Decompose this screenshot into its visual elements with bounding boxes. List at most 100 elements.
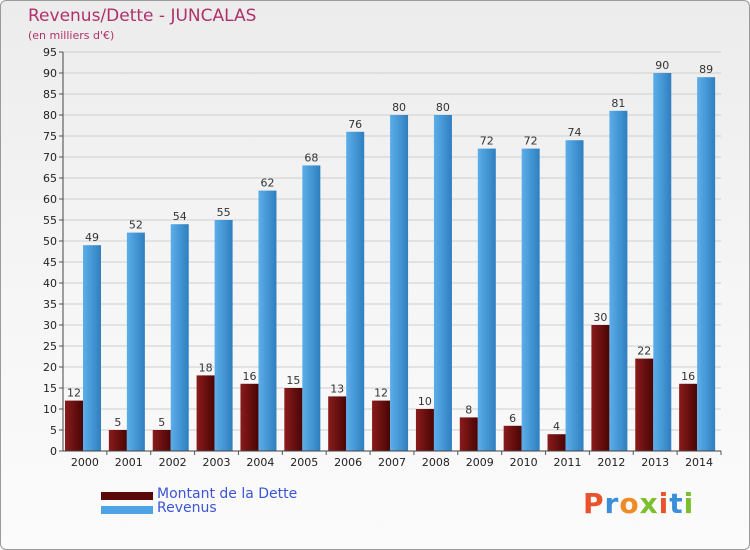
x-tick-label: 2004 xyxy=(246,456,274,469)
y-tick-label: 35 xyxy=(43,298,57,311)
x-tick-label: 2009 xyxy=(466,456,494,469)
logo-letter: P xyxy=(583,487,605,520)
bar-dette xyxy=(415,409,434,451)
bar-dette xyxy=(108,430,127,451)
bar-revenus xyxy=(214,220,233,451)
legend-label-revenus: Revenus xyxy=(157,500,217,516)
bar-dette xyxy=(152,430,171,451)
bar-dette xyxy=(547,434,566,451)
data-label: 89 xyxy=(699,63,713,76)
data-label: 30 xyxy=(593,311,607,324)
data-label: 5 xyxy=(158,416,165,429)
bar-dette xyxy=(65,400,83,451)
x-tick-label: 2012 xyxy=(597,456,625,469)
y-tick-label: 90 xyxy=(43,67,57,80)
x-tick-label: 2003 xyxy=(203,456,231,469)
data-label: 72 xyxy=(480,135,494,148)
bar-revenus xyxy=(477,148,496,451)
data-label: 74 xyxy=(568,126,582,139)
y-tick-label: 45 xyxy=(43,256,57,269)
y-tick-label: 85 xyxy=(43,88,57,101)
bar-revenus xyxy=(565,140,584,451)
x-tick-label: 2011 xyxy=(553,456,581,469)
x-tick-label: 2013 xyxy=(641,456,669,469)
y-tick-label: 65 xyxy=(43,172,57,185)
bar-dette xyxy=(459,417,478,451)
data-label: 12 xyxy=(67,387,81,400)
logo-letter: t xyxy=(669,487,684,520)
bar-revenus xyxy=(609,110,628,452)
y-tick-label: 55 xyxy=(43,214,57,227)
data-label: 12 xyxy=(374,387,388,400)
bar-dette xyxy=(679,383,698,451)
logo-letter: o xyxy=(619,487,640,520)
bar-dette xyxy=(635,358,654,451)
y-tick-label: 50 xyxy=(43,235,57,248)
data-label: 68 xyxy=(304,151,318,164)
bar-revenus xyxy=(521,148,540,451)
x-tick-label: 2007 xyxy=(378,456,406,469)
bar-revenus xyxy=(697,77,716,451)
y-tick-label: 20 xyxy=(43,361,57,374)
data-label: 80 xyxy=(436,101,450,114)
x-tick-label: 2000 xyxy=(71,456,99,469)
data-label: 80 xyxy=(392,101,406,114)
data-label: 49 xyxy=(85,231,99,244)
data-labels: 12 49 5 52 5 54 18 55 16 62 15 68 13 76 12 80 10 80 8 72 6 72… xyxy=(67,59,713,433)
logo-letter: r xyxy=(604,487,620,520)
y-tick-label: 95 xyxy=(43,46,57,59)
y-axis: 0 5 10 15 20 25 30 35 40 45 50 55 60 65 70 75 80 85 90 95 xyxy=(43,46,64,458)
bar-revenus xyxy=(258,190,277,451)
data-label: 81 xyxy=(611,97,625,110)
y-tick-label: 60 xyxy=(43,193,57,206)
y-tick-label: 25 xyxy=(43,340,57,353)
bars xyxy=(65,73,716,452)
data-label: 13 xyxy=(330,382,344,395)
x-tick-label: 2001 xyxy=(115,456,143,469)
data-label: 76 xyxy=(348,118,362,131)
logo-letter: i xyxy=(658,487,670,520)
data-label: 16 xyxy=(681,370,695,383)
legend-label-dette: Montant de la Dette xyxy=(157,486,298,502)
bar-revenus xyxy=(302,165,321,451)
bar-dette xyxy=(372,400,391,451)
data-label: 22 xyxy=(637,345,651,358)
bar-revenus xyxy=(126,232,145,451)
data-label: 62 xyxy=(260,177,274,190)
y-tick-label: 10 xyxy=(43,403,57,416)
data-label: 8 xyxy=(465,403,472,416)
data-label: 90 xyxy=(655,59,669,72)
x-tick-label: 2014 xyxy=(685,456,713,469)
y-tick-label: 5 xyxy=(50,424,57,437)
data-label: 10 xyxy=(418,395,432,408)
x-tick-label: 2006 xyxy=(334,456,362,469)
bar-revenus xyxy=(346,131,365,452)
y-tick-label: 0 xyxy=(50,445,57,458)
chart-subtitle: (en milliers d'€) xyxy=(28,29,115,42)
data-label: 5 xyxy=(114,416,121,429)
bar-revenus xyxy=(390,115,409,451)
logo-letter: i xyxy=(683,487,695,520)
data-label: 54 xyxy=(173,210,187,223)
bar-revenus xyxy=(83,245,101,451)
y-tick-label: 30 xyxy=(43,319,57,332)
x-tick-label: 2008 xyxy=(422,456,450,469)
y-tick-label: 70 xyxy=(43,151,57,164)
bar-dette xyxy=(503,425,522,451)
bar-dette xyxy=(240,383,259,451)
bar-revenus xyxy=(433,115,452,451)
logo-letter: x xyxy=(639,487,659,520)
y-tick-label: 15 xyxy=(43,382,57,395)
bar-dette xyxy=(591,325,610,451)
bar-revenus xyxy=(170,224,189,451)
bar-dette xyxy=(328,396,347,451)
data-label: 52 xyxy=(129,219,143,232)
data-label: 6 xyxy=(509,412,516,425)
proxiti-logo: Proxiti xyxy=(583,487,694,520)
bar-dette xyxy=(284,388,303,451)
bar-revenus xyxy=(653,73,672,451)
data-label: 18 xyxy=(199,361,213,374)
data-label: 15 xyxy=(286,374,300,387)
